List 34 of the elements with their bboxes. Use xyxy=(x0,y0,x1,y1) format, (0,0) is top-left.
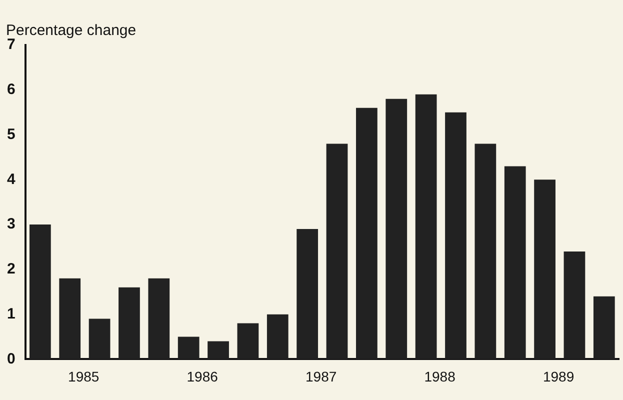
bar xyxy=(59,278,81,360)
y-tick-label: 4 xyxy=(7,170,16,188)
bar xyxy=(326,144,348,360)
bar xyxy=(148,278,170,360)
x-tick-label: 1989 xyxy=(542,368,574,384)
bar xyxy=(237,323,259,360)
bar xyxy=(266,314,288,360)
y-tick-label: 5 xyxy=(7,126,16,143)
bar xyxy=(208,341,229,360)
y-tick-label: 7 xyxy=(7,36,16,54)
x-tick-label: 1988 xyxy=(424,368,456,384)
bar xyxy=(88,318,110,360)
x-tick-label: 1985 xyxy=(68,368,100,384)
bar xyxy=(504,166,526,360)
bar xyxy=(445,112,466,360)
bar xyxy=(564,251,586,360)
y-axis-title: Percentage change xyxy=(6,22,136,39)
bar xyxy=(534,180,556,360)
bar xyxy=(178,336,200,360)
y-tick-label: 6 xyxy=(7,81,16,98)
x-tick-label: 1986 xyxy=(186,368,218,384)
y-tick-label: 2 xyxy=(7,260,16,278)
bar xyxy=(593,296,615,360)
bar xyxy=(474,144,496,360)
bar xyxy=(356,108,378,360)
y-tick-label: 3 xyxy=(7,216,16,233)
y-tick-label: 0 xyxy=(7,350,16,368)
x-tick-label: 1987 xyxy=(306,368,337,384)
bar xyxy=(118,287,140,360)
y-tick-label: 1 xyxy=(7,305,16,322)
bar xyxy=(296,229,318,360)
bar xyxy=(415,94,437,360)
bar xyxy=(30,224,51,360)
bar xyxy=(386,98,408,360)
